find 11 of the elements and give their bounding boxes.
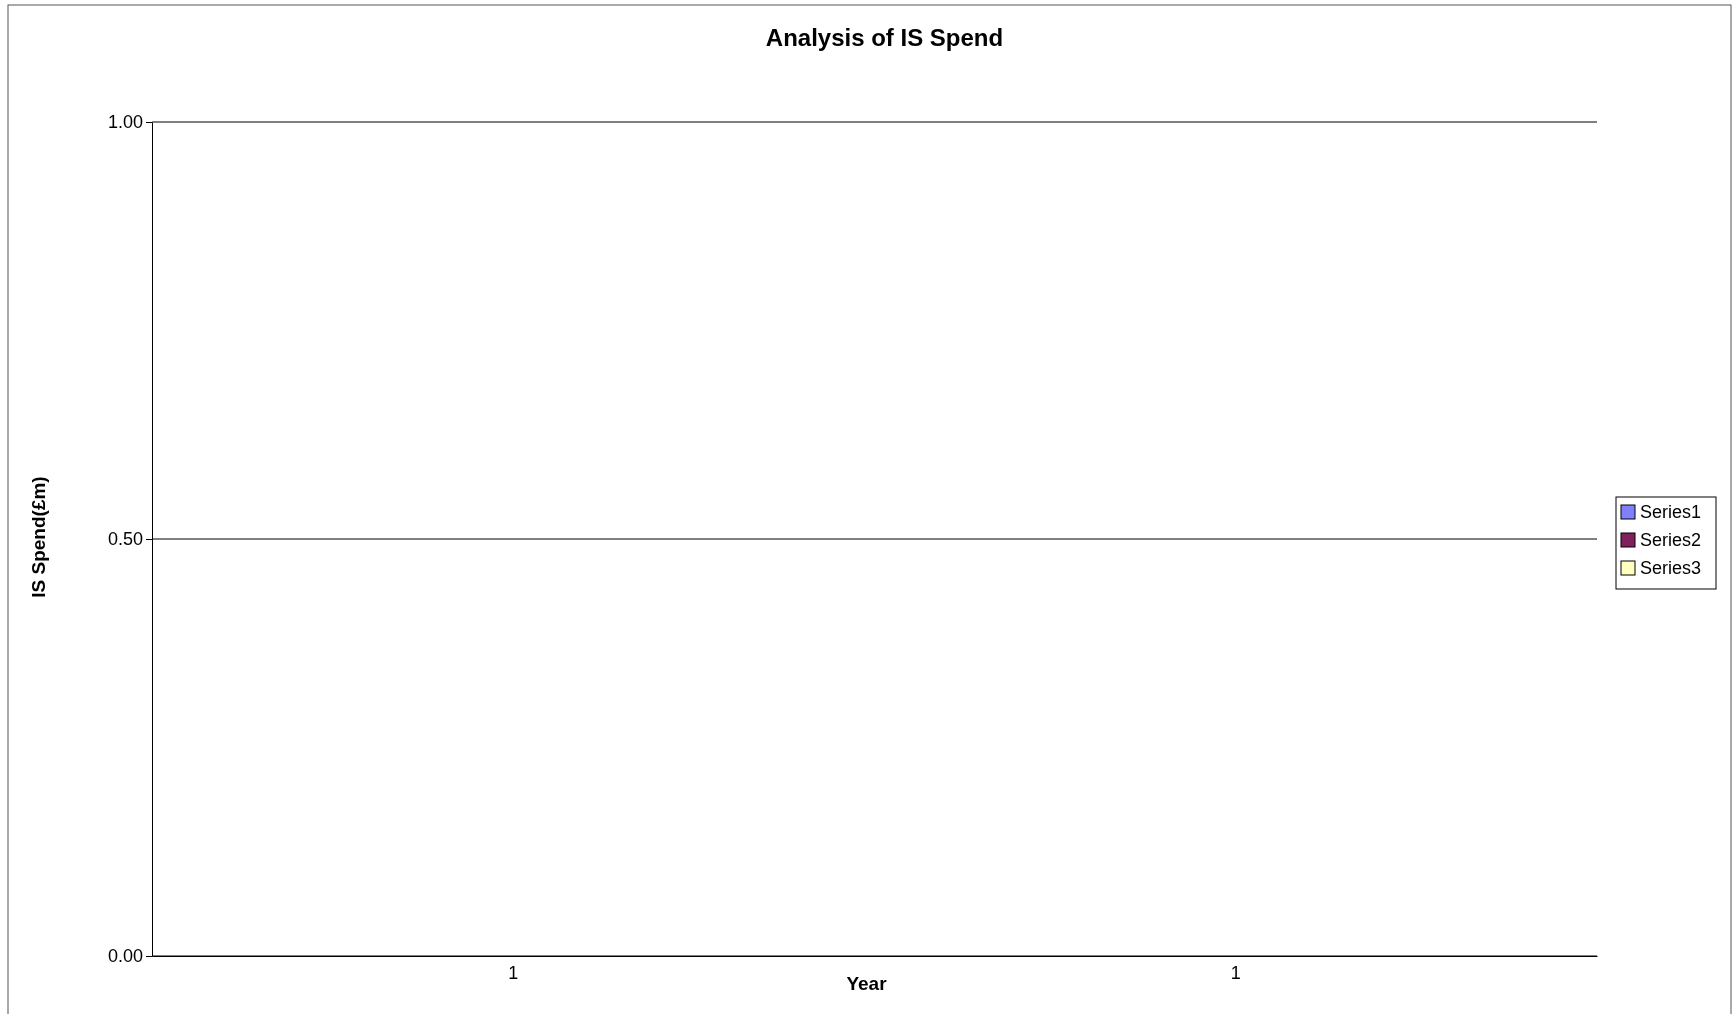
x-tick-label: 1 — [508, 962, 519, 983]
x-tick-label: 1 — [1230, 962, 1241, 983]
y-axis-title: IS Spend(£m) — [28, 476, 49, 598]
y-tick-label: 0.00 — [107, 946, 143, 967]
x-axis-title: Year — [846, 973, 888, 994]
y-tick-label: 1.00 — [107, 112, 143, 133]
legend-label: Series3 — [1640, 558, 1702, 578]
chart-title: Analysis of IS Spend — [765, 24, 1004, 51]
legend-label: Series2 — [1640, 530, 1702, 550]
legend-label: Series1 — [1640, 502, 1702, 522]
y-tick-label: 0.50 — [107, 529, 143, 550]
